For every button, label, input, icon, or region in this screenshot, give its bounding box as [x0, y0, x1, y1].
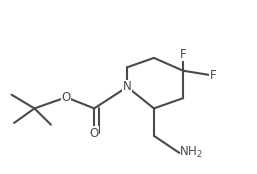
Text: N: N	[123, 81, 132, 93]
Text: F: F	[180, 48, 187, 61]
Text: NH$_2$: NH$_2$	[179, 145, 203, 160]
Text: O: O	[62, 91, 71, 104]
Text: F: F	[210, 69, 216, 81]
Text: O: O	[89, 127, 99, 140]
